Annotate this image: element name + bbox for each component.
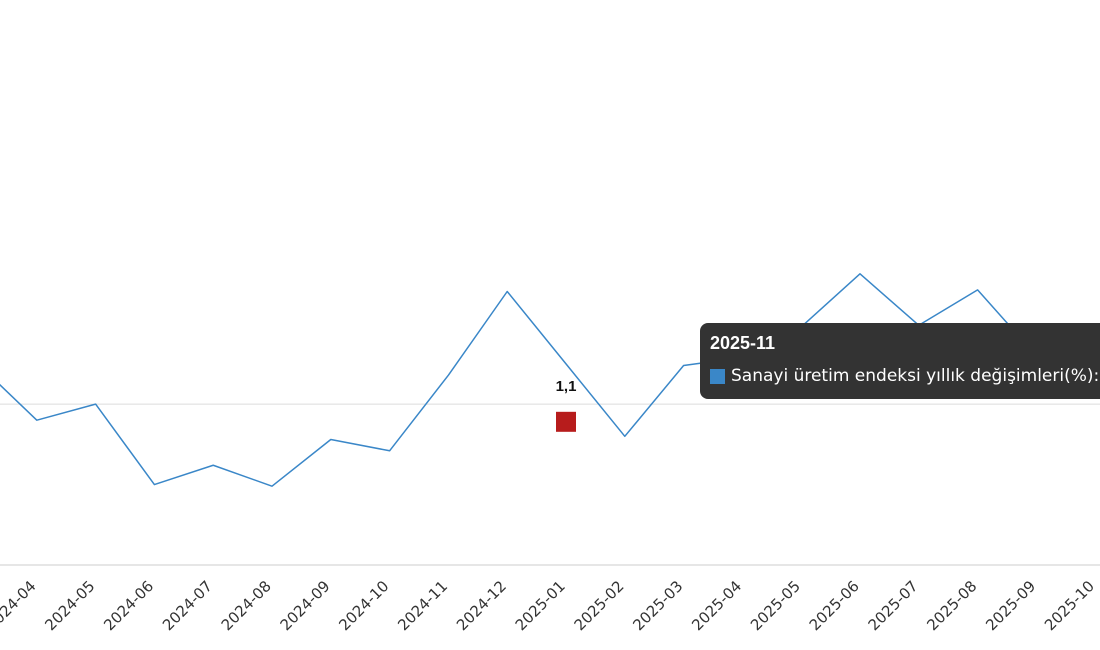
data-point-2024-08[interactable] xyxy=(266,480,278,492)
data-point-2025-03[interactable] xyxy=(678,360,690,372)
data-point-2024-04[interactable] xyxy=(31,414,43,426)
x-tick-label: 2024-07 xyxy=(159,577,216,634)
highlight-value-label: 1,1 xyxy=(556,378,577,395)
x-tick-label: 2024-09 xyxy=(277,577,334,634)
x-tick-label: 2025-10 xyxy=(1041,577,1098,634)
x-tick-label: 2024-06 xyxy=(100,577,157,634)
x-tick-label: 2024-04 xyxy=(0,577,40,634)
data-point-2024-05[interactable] xyxy=(90,398,102,410)
tooltip-title: 2025-11 xyxy=(710,333,776,353)
series-line xyxy=(0,273,1100,487)
x-tick-label: 2025-06 xyxy=(806,577,863,634)
data-point-2024-07[interactable] xyxy=(207,459,219,471)
x-tick-label: 2025-09 xyxy=(982,577,1039,634)
x-axis-ticks: 2024-04 2024-05 2024-06 2024-07 2024-08 2024-… xyxy=(0,577,1098,634)
x-tick-label: 2025-08 xyxy=(923,577,980,634)
data-point-2024-06[interactable] xyxy=(148,479,160,491)
data-point-2025-02[interactable] xyxy=(619,430,631,442)
data-point-2025-01[interactable] xyxy=(560,358,572,370)
data-point-2024-09[interactable] xyxy=(325,434,337,446)
highlight-marker[interactable] xyxy=(556,411,576,432)
series-group xyxy=(0,268,1100,492)
data-point-2024-10[interactable] xyxy=(384,445,396,457)
x-tick-label: 2024-11 xyxy=(394,577,451,634)
x-tick-label: 2024-05 xyxy=(41,577,98,634)
x-tick-label: 2025-02 xyxy=(571,577,628,634)
tooltip-series-swatch xyxy=(710,368,725,384)
data-point-2024-12[interactable] xyxy=(501,286,513,298)
tooltip-series-label: Sanayi üretim endeksi yıllık değişimleri… xyxy=(731,366,1100,386)
data-point-2024-11[interactable] xyxy=(442,369,454,381)
tooltip: 2025-11 Sanayi üretim endeksi yıllık değ… xyxy=(700,323,1100,399)
x-tick-label: 2025-05 xyxy=(747,577,804,634)
x-tick-label: 2024-08 xyxy=(218,577,275,634)
tooltip-series-row: Sanayi üretim endeksi yıllık değişimleri… xyxy=(710,366,1100,386)
x-tick-label: 2025-03 xyxy=(629,577,686,634)
x-tick-label: 2024-12 xyxy=(453,577,510,634)
x-tick-label: 2025-01 xyxy=(512,577,569,634)
x-tick-label: 2025-04 xyxy=(688,577,745,634)
data-point-2025-06[interactable] xyxy=(854,268,866,280)
x-tick-label: 2025-07 xyxy=(865,577,922,634)
highlight-group: 1,1 xyxy=(556,378,577,432)
x-tick-label: 2024-10 xyxy=(335,577,392,634)
data-point-2025-08[interactable] xyxy=(972,284,984,296)
